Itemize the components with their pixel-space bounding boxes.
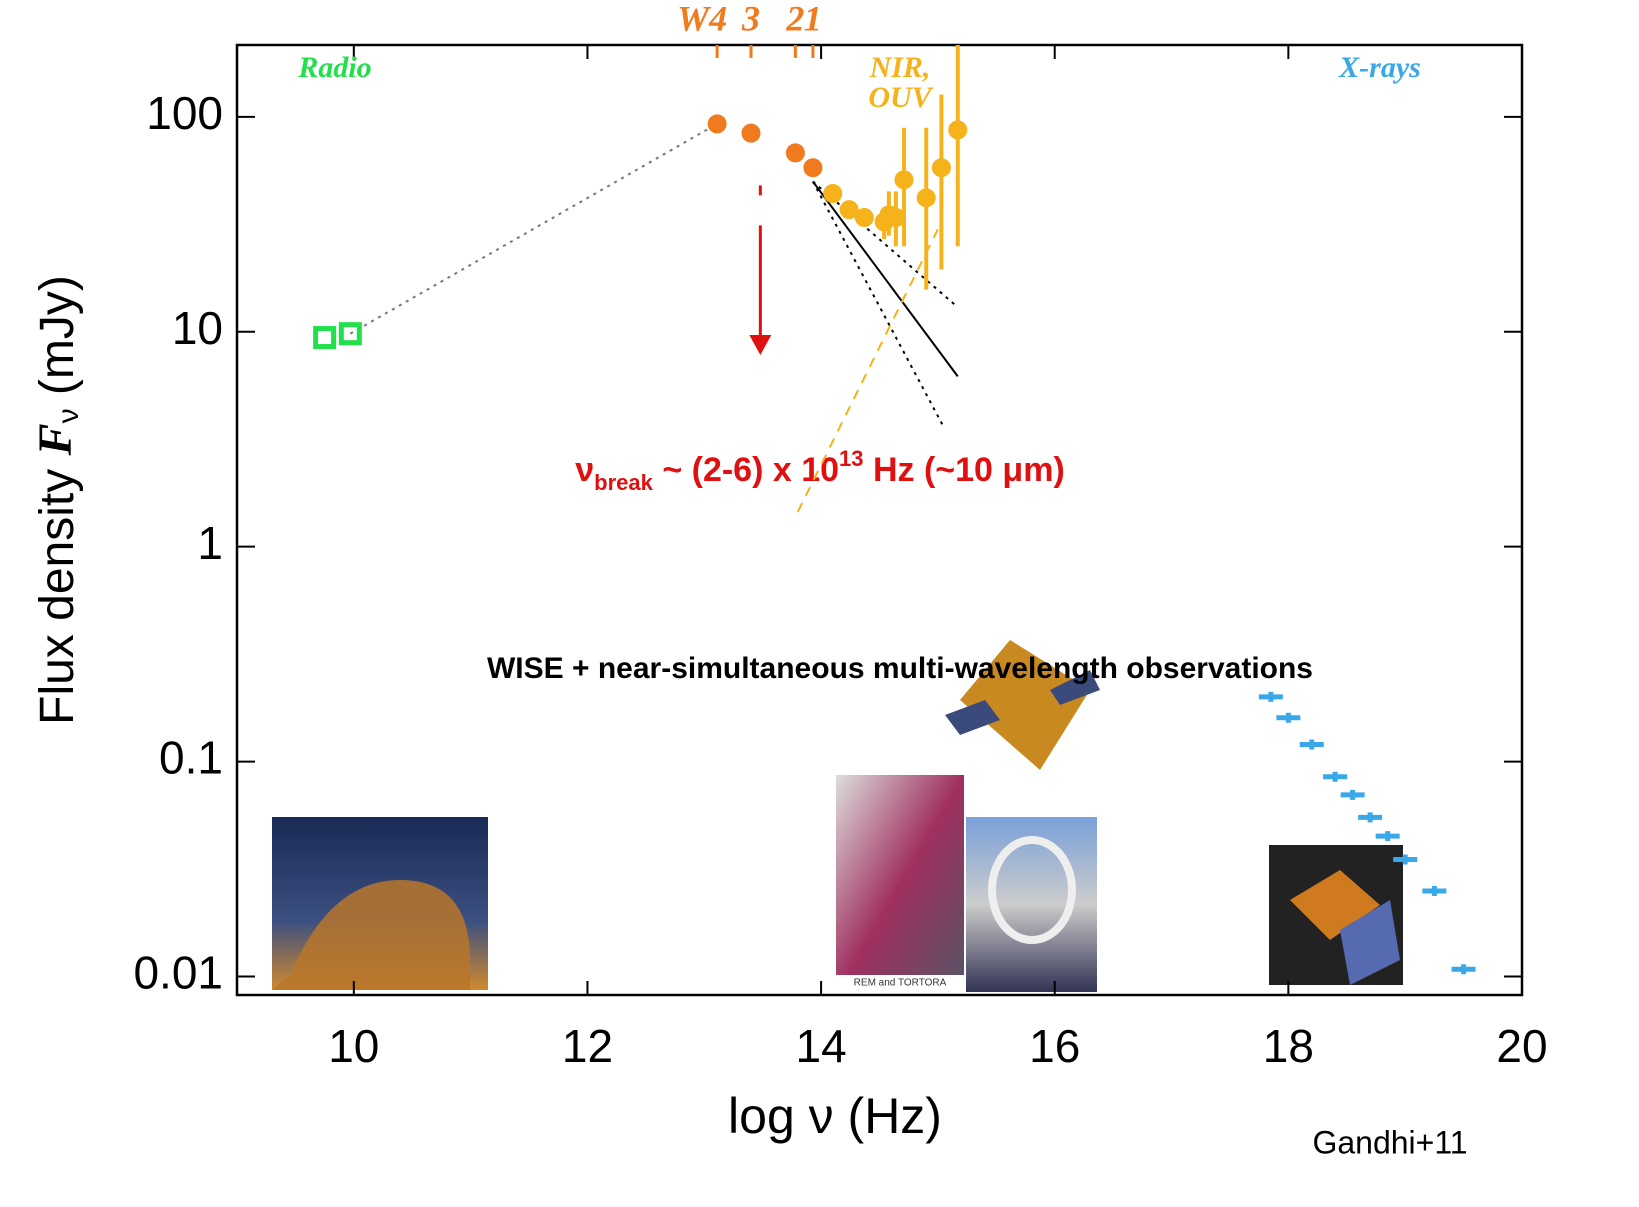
y-label-unit: (mJy) (31, 275, 84, 408)
data-point (316, 329, 334, 347)
photo-radio-array (272, 817, 488, 990)
data-point (896, 172, 912, 188)
data-point (888, 210, 904, 226)
data-point (743, 125, 759, 141)
data-point (1323, 772, 1347, 782)
x-tick-label: 16 (1029, 1020, 1080, 1072)
annotation-nu: ν (575, 451, 594, 489)
arrow-head (749, 335, 771, 355)
series-label: X-rays (1338, 51, 1421, 84)
x-tick-label: 10 (328, 1020, 379, 1072)
x-tick-label: 12 (562, 1020, 613, 1072)
annotation-sub: break (594, 470, 653, 495)
credit: Gandhi+11 (1312, 1124, 1467, 1160)
band-label: 2 (785, 0, 804, 38)
series-label: OUV (868, 81, 934, 114)
y-tick-label: 0.01 (133, 947, 223, 999)
annotation-mid: ~ (2-6) x 10 (653, 451, 839, 489)
series-label: NIR, (869, 51, 931, 84)
data-point (825, 185, 841, 201)
band-label: 1 (804, 0, 822, 38)
photo-tortora (966, 817, 1097, 992)
y-tick-label: 0.1 (159, 732, 223, 784)
y-tick-label: 1 (197, 517, 223, 569)
data-point (1422, 886, 1446, 896)
series-label: Radio (297, 51, 371, 84)
annotation-end: Hz (~10 μm) (864, 451, 1065, 489)
y-tick-label: 100 (146, 87, 223, 139)
data-point (1259, 692, 1283, 702)
data-point (856, 210, 872, 226)
x-axis-label: log ν (Hz) (728, 1088, 942, 1144)
data-point (950, 122, 966, 138)
chart: REM and TORTORA log ν (Hz) Flux density … (0, 0, 1639, 1202)
x-tick-label: 18 (1263, 1020, 1314, 1072)
data-point (933, 160, 949, 176)
data-point (709, 116, 725, 132)
y-axis-label: Flux density Fν (mJy) (29, 275, 85, 725)
caption: WISE + near-simultaneous multi-wavelengt… (487, 652, 1313, 685)
data-point (805, 160, 821, 176)
data-point (918, 190, 934, 206)
break-annotation: νbreak ~ (2-6) x 1013 Hz (~10 μm) (575, 446, 1065, 495)
data-point (787, 145, 803, 161)
y-label-sub: ν (52, 408, 85, 423)
y-label-text: Flux density (31, 455, 84, 724)
data-point (1376, 831, 1400, 841)
photo-rem: REM and TORTORA (836, 775, 964, 995)
data-point (1300, 740, 1324, 750)
data-point (1452, 964, 1476, 974)
y-tick-label: 10 (172, 302, 223, 354)
data-point (1276, 713, 1300, 723)
data-point (1358, 812, 1382, 822)
y-label-symbol: F (29, 423, 82, 456)
data-point (841, 202, 857, 218)
band-label: 3 (741, 0, 760, 38)
data-point (1341, 790, 1365, 800)
band-label: W4 (677, 0, 727, 38)
photo-xray-satellite (1269, 845, 1403, 985)
x-tick-label: 14 (796, 1020, 847, 1072)
annotation-sup: 13 (839, 446, 863, 471)
photo-caption: REM and TORTORA (854, 978, 947, 989)
model-line (350, 124, 717, 334)
x-tick-label: 20 (1496, 1020, 1547, 1072)
